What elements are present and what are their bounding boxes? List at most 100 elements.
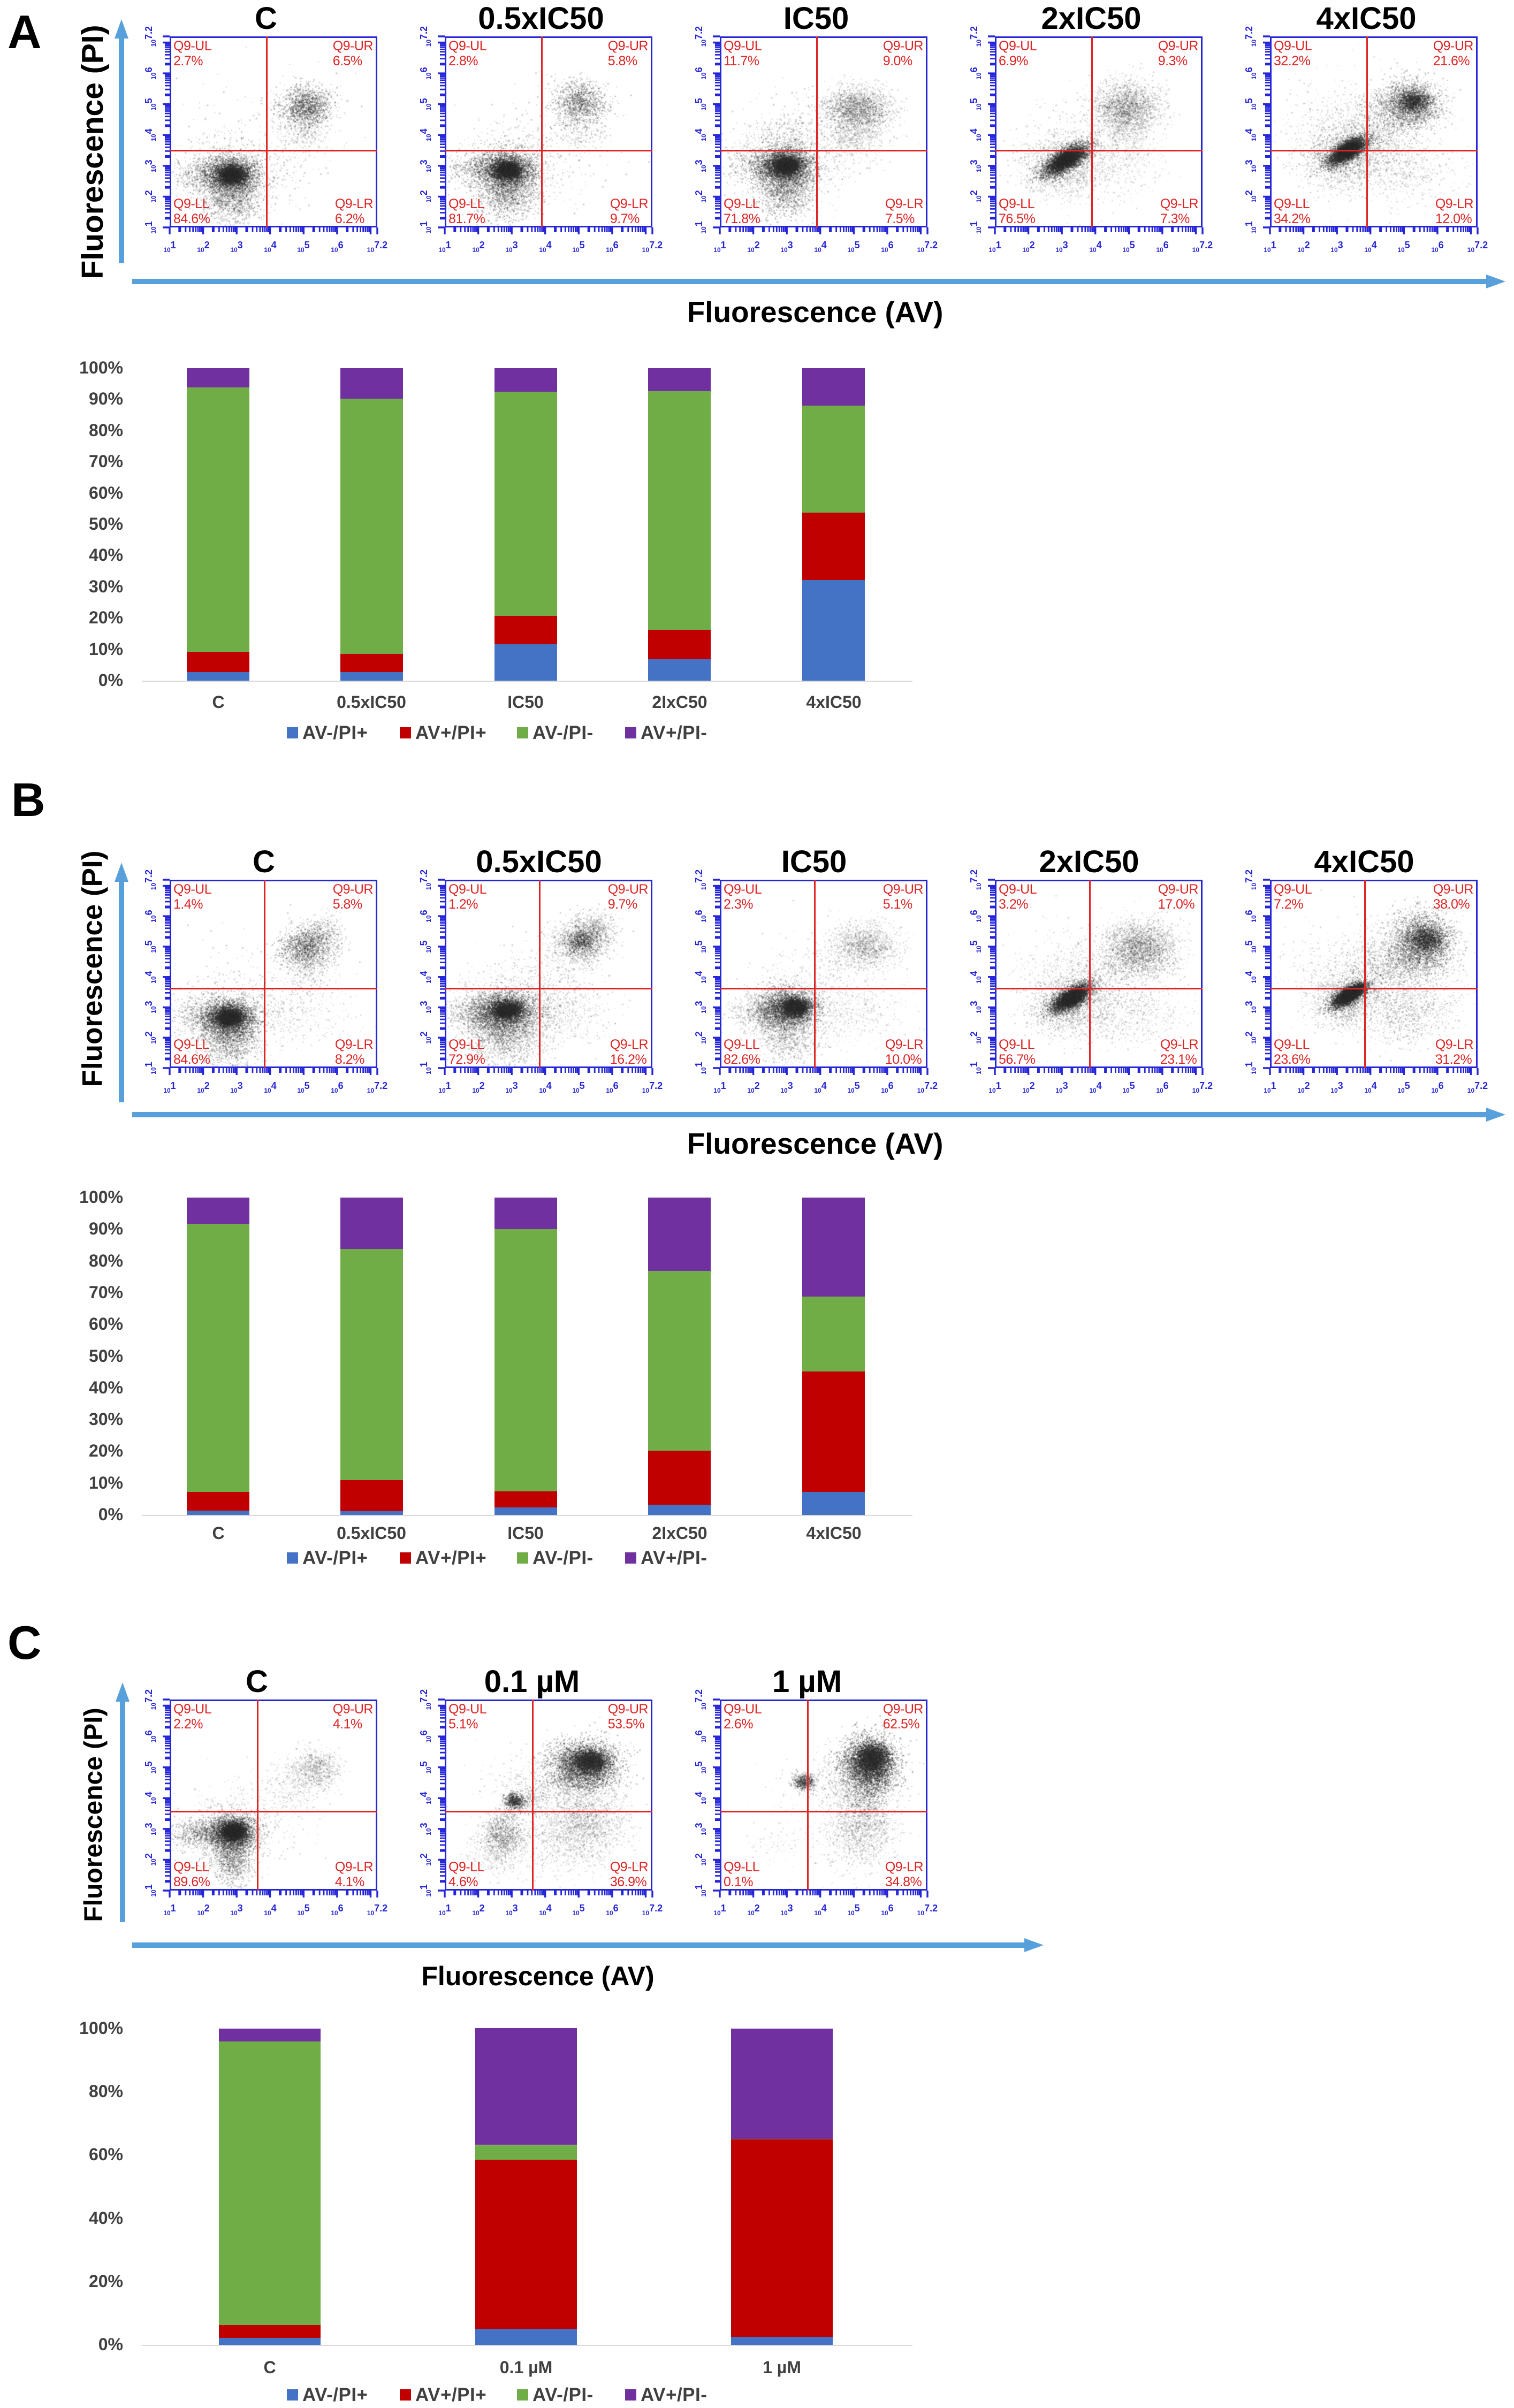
svg-text:103: 103	[1244, 159, 1258, 172]
svg-text:101: 101	[713, 1080, 726, 1094]
svg-text:102: 102	[419, 190, 432, 202]
svg-text:103: 103	[969, 159, 983, 172]
svg-text:101: 101	[988, 240, 1001, 254]
svg-text:107.2: 107.2	[143, 870, 157, 890]
svg-text:102: 102	[143, 1031, 157, 1043]
svg-text:107.2: 107.2	[694, 1689, 707, 1710]
svg-text:106: 106	[419, 67, 432, 79]
svg-text:105: 105	[1122, 240, 1135, 254]
svg-text:105: 105	[1397, 1080, 1410, 1094]
svg-text:102: 102	[472, 1080, 484, 1094]
svg-text:106: 106	[694, 67, 707, 79]
svg-text:104: 104	[419, 971, 432, 983]
svg-text:105: 105	[1244, 940, 1258, 952]
svg-text:105: 105	[847, 240, 859, 254]
svg-text:107.2: 107.2	[642, 240, 663, 254]
svg-text:104: 104	[264, 1903, 276, 1917]
svg-text:107.2: 107.2	[694, 870, 707, 890]
svg-text:101: 101	[438, 240, 451, 254]
svg-text:107.2: 107.2	[419, 26, 432, 47]
svg-text:102: 102	[694, 1853, 707, 1865]
svg-text:106: 106	[881, 1903, 893, 1917]
svg-text:107.2: 107.2	[419, 1689, 432, 1710]
svg-text:107.2: 107.2	[1192, 1080, 1213, 1094]
svg-text:101: 101	[419, 1062, 432, 1074]
svg-text:103: 103	[143, 159, 157, 172]
svg-text:107.2: 107.2	[367, 1080, 387, 1094]
svg-text:105: 105	[969, 940, 983, 952]
svg-text:101: 101	[969, 1062, 983, 1074]
svg-text:105: 105	[847, 1903, 859, 1917]
svg-text:107.2: 107.2	[642, 1080, 663, 1094]
svg-text:105: 105	[572, 240, 584, 254]
svg-text:107.2: 107.2	[694, 26, 707, 47]
svg-text:103: 103	[419, 159, 432, 172]
svg-text:103: 103	[969, 1001, 983, 1013]
svg-text:101: 101	[163, 1903, 176, 1917]
svg-text:107.2: 107.2	[419, 870, 432, 890]
svg-text:107.2: 107.2	[917, 1080, 938, 1094]
svg-text:105: 105	[1244, 98, 1258, 110]
svg-text:107.2: 107.2	[367, 1903, 387, 1917]
svg-text:105: 105	[1122, 1080, 1135, 1094]
svg-text:105: 105	[143, 1761, 157, 1773]
svg-text:102: 102	[1244, 190, 1258, 202]
svg-text:103: 103	[694, 1001, 707, 1013]
svg-text:106: 106	[694, 910, 707, 922]
svg-text:102: 102	[1022, 1080, 1034, 1094]
svg-text:102: 102	[472, 1903, 484, 1917]
svg-text:106: 106	[1244, 910, 1258, 922]
svg-text:101: 101	[694, 1884, 707, 1896]
svg-text:101: 101	[1244, 1062, 1258, 1074]
svg-text:104: 104	[143, 128, 157, 141]
svg-text:103: 103	[505, 1080, 518, 1094]
svg-text:104: 104	[1244, 128, 1258, 141]
svg-text:105: 105	[419, 1761, 432, 1773]
svg-text:104: 104	[1364, 240, 1376, 254]
svg-text:107.2: 107.2	[1244, 870, 1258, 890]
svg-text:107.2: 107.2	[917, 240, 938, 254]
svg-text:103: 103	[505, 240, 518, 254]
svg-text:107.2: 107.2	[1192, 240, 1213, 254]
svg-text:103: 103	[694, 159, 707, 172]
svg-text:106: 106	[1156, 1080, 1168, 1094]
svg-text:101: 101	[1264, 1080, 1276, 1094]
svg-text:103: 103	[780, 1080, 793, 1094]
svg-text:104: 104	[969, 128, 983, 141]
svg-text:102: 102	[197, 1903, 209, 1917]
svg-text:101: 101	[143, 1062, 157, 1074]
svg-text:106: 106	[881, 1080, 893, 1094]
svg-text:104: 104	[419, 128, 432, 141]
svg-text:104: 104	[1089, 240, 1101, 254]
svg-text:104: 104	[419, 1792, 432, 1804]
svg-text:101: 101	[419, 221, 432, 233]
svg-text:103: 103	[1055, 240, 1068, 254]
svg-text:107.2: 107.2	[1467, 1080, 1488, 1094]
svg-text:106: 106	[1156, 240, 1168, 254]
svg-text:102: 102	[747, 1080, 759, 1094]
svg-text:102: 102	[419, 1031, 432, 1043]
svg-text:103: 103	[419, 1823, 432, 1835]
svg-text:101: 101	[143, 221, 157, 233]
svg-text:105: 105	[419, 940, 432, 952]
svg-text:101: 101	[438, 1080, 451, 1094]
svg-text:106: 106	[331, 240, 343, 254]
svg-text:107.2: 107.2	[367, 240, 387, 254]
svg-text:107.2: 107.2	[143, 26, 157, 47]
svg-text:106: 106	[694, 1730, 707, 1742]
svg-text:105: 105	[694, 1761, 707, 1773]
svg-text:106: 106	[881, 240, 893, 254]
svg-text:104: 104	[539, 1903, 551, 1917]
svg-text:105: 105	[572, 1903, 584, 1917]
svg-text:102: 102	[472, 240, 484, 254]
svg-text:104: 104	[694, 1792, 707, 1804]
svg-text:106: 106	[1244, 67, 1258, 79]
svg-text:101: 101	[713, 240, 726, 254]
svg-text:106: 106	[1431, 240, 1443, 254]
svg-text:103: 103	[1244, 1001, 1258, 1013]
svg-text:102: 102	[694, 1031, 707, 1043]
svg-text:104: 104	[143, 971, 157, 983]
svg-text:102: 102	[694, 190, 707, 202]
svg-text:102: 102	[197, 240, 209, 254]
svg-text:106: 106	[419, 1730, 432, 1742]
